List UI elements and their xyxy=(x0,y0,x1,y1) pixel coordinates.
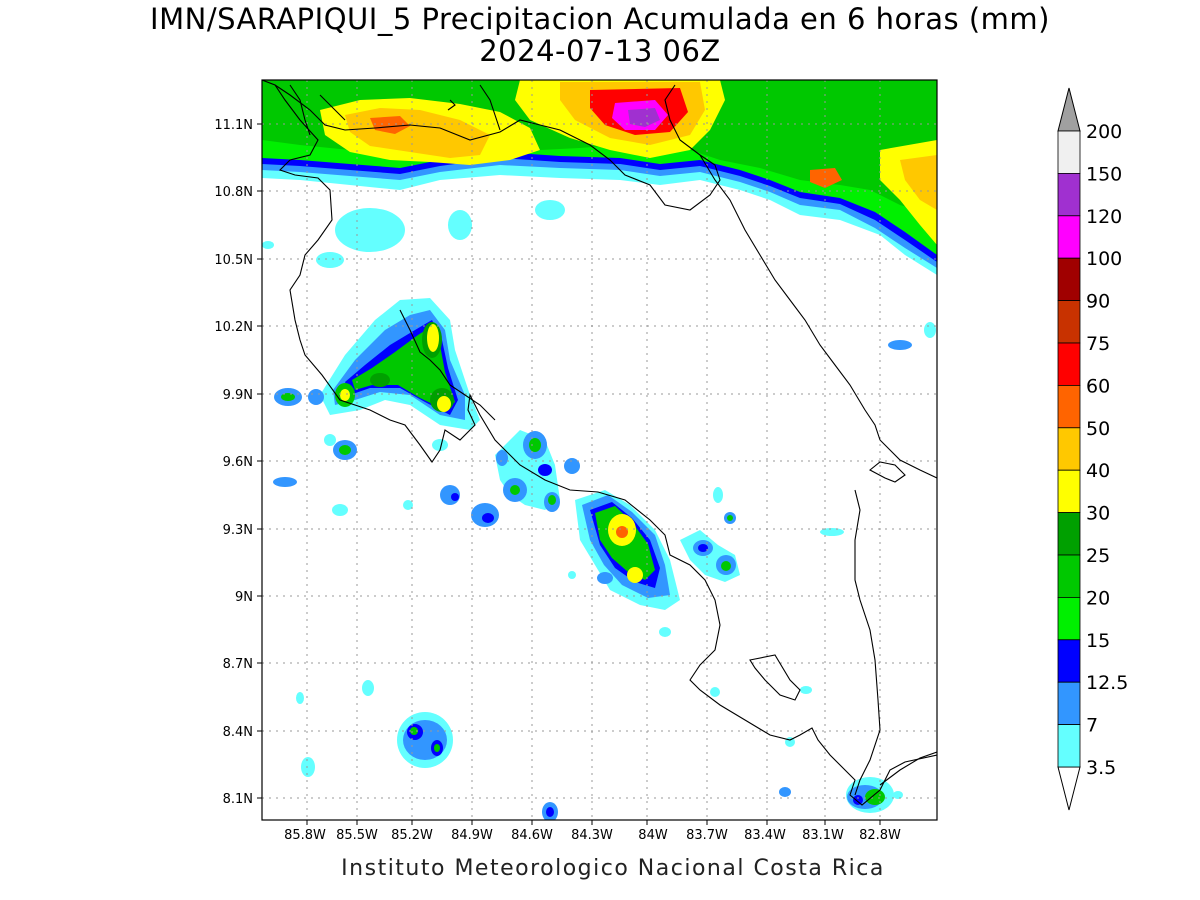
lat-label: 10.5N xyxy=(214,253,253,268)
interior-line-north xyxy=(319,94,346,121)
caribbean-coastline xyxy=(699,154,937,479)
legend-label: 60 xyxy=(1086,375,1110,397)
legend-color-box xyxy=(1057,384,1081,429)
lon-label: 83.7W xyxy=(686,828,728,843)
precip-band-north-red-east xyxy=(810,168,842,188)
legend-color-box xyxy=(1057,554,1081,598)
interior-line-lake xyxy=(447,99,456,111)
precip-band-north-orange-east xyxy=(900,155,937,210)
map-title: IMN/SARAPIQUI_5 Precipitacion Acumulada … xyxy=(150,2,1050,36)
precip-band-north-purple xyxy=(628,108,660,127)
interior-line-nw xyxy=(289,84,311,136)
legend-color-box xyxy=(1057,597,1081,641)
legend-label: 12.5 xyxy=(1086,672,1128,694)
map-datetime: 2024-07-13 06Z xyxy=(479,34,721,68)
precip-band-north-red-west xyxy=(370,116,410,134)
legend-label: 7 xyxy=(1086,715,1098,737)
legend-color-box xyxy=(1057,342,1081,386)
nicaragua-border xyxy=(274,84,721,211)
legend-label: 30 xyxy=(1086,503,1110,525)
legend-label: 90 xyxy=(1086,291,1110,313)
legend-label: 150 xyxy=(1086,163,1122,185)
lat-label: 10.2N xyxy=(214,320,253,335)
map-frame xyxy=(261,79,938,821)
legend-color-box xyxy=(1057,512,1081,556)
lon-label: 83.1W xyxy=(802,828,844,843)
pacific-coastline xyxy=(262,80,937,806)
lon-label: 84W xyxy=(638,828,668,843)
lon-label: 82.8W xyxy=(859,828,901,843)
legend-label: 120 xyxy=(1086,206,1122,228)
legend-top-arrow xyxy=(1057,87,1081,132)
legend-color-box xyxy=(1057,469,1081,514)
map-gridlines xyxy=(262,80,937,820)
lat-label: 8.4N xyxy=(223,725,253,740)
lon-label: 85.5W xyxy=(336,828,378,843)
lat-label: 9.3N xyxy=(223,523,253,538)
lon-label: 84.3W xyxy=(571,828,613,843)
lon-label: 83.4W xyxy=(744,828,786,843)
legend-label: 3.5 xyxy=(1086,757,1116,779)
legend-labels: 200 150 120 100 90 75 60 50 40 30 25 20 15 12.5 7 3.5 xyxy=(1086,121,1128,779)
bocas-del-toro xyxy=(869,461,906,483)
lat-label: 11.1N xyxy=(214,118,253,133)
legend-label: 75 xyxy=(1086,333,1110,355)
legend-color-box xyxy=(1057,681,1081,726)
coastlines-borders xyxy=(262,80,937,806)
lon-label: 85.8W xyxy=(284,828,326,843)
legend-label: 50 xyxy=(1086,418,1110,440)
precip-cells xyxy=(262,200,936,820)
legend-color-boxes xyxy=(1057,130,1081,768)
legend-color-box xyxy=(1057,300,1081,344)
nicoya-gulf-coast xyxy=(399,309,496,421)
legend-bottom-arrow xyxy=(1057,766,1081,811)
lat-label: 9.9N xyxy=(223,388,253,403)
longitude-labels: 85.8W 85.5W 85.2W 84.9W 84.6W 84.3W 84W … xyxy=(284,828,901,843)
burica-coast xyxy=(879,751,937,786)
legend-color-box xyxy=(1057,130,1081,174)
legend-label: 20 xyxy=(1086,587,1110,609)
interior-line-river xyxy=(479,84,501,131)
color-legend: 200 150 120 100 90 75 60 50 40 30 25 20 15 12.5 7 3.5 xyxy=(1057,87,1128,811)
osa-peninsula xyxy=(749,654,801,701)
lon-label: 84.6W xyxy=(511,828,553,843)
legend-label: 100 xyxy=(1086,248,1122,270)
lat-label: 8.1N xyxy=(223,792,253,807)
legend-label: 15 xyxy=(1086,630,1110,652)
lat-label: 8.7N xyxy=(223,657,253,672)
lon-label: 85.2W xyxy=(391,828,433,843)
legend-color-box xyxy=(1057,724,1081,768)
lat-label: 10.8N xyxy=(214,185,253,200)
lat-label: 9N xyxy=(235,590,253,605)
latitude-labels: 11.1N 10.8N 10.5N 10.2N 9.9N 9.6N 9.3N 9… xyxy=(214,118,253,807)
institution-credit: Instituto Meteorologico Nacional Costa R… xyxy=(341,856,885,881)
legend-color-box xyxy=(1057,427,1081,471)
legend-label: 40 xyxy=(1086,460,1110,482)
legend-label: 25 xyxy=(1086,545,1110,567)
lon-label: 84.9W xyxy=(451,828,493,843)
legend-color-box xyxy=(1057,257,1081,302)
lat-label: 9.6N xyxy=(223,455,253,470)
legend-color-box xyxy=(1057,172,1081,217)
panama-border xyxy=(854,489,881,796)
axis-ticks xyxy=(257,123,881,825)
legend-label: 200 xyxy=(1086,121,1122,143)
legend-color-box xyxy=(1057,639,1081,683)
legend-color-box xyxy=(1057,215,1081,259)
